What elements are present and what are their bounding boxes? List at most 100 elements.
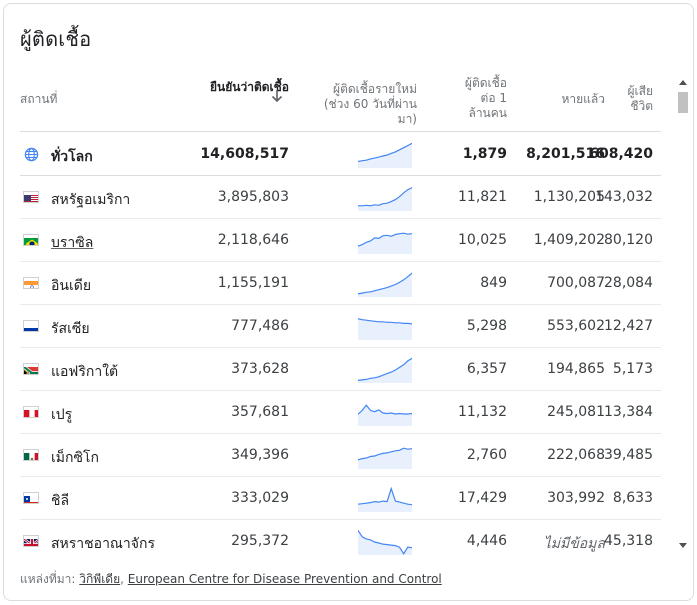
recovered-value: 8,201,516	[526, 146, 605, 162]
scroll-thumb[interactable]	[678, 92, 688, 113]
header-new-cases[interactable]: ผู้ติดเชื้อรายใหม่ (ช่วง 60 วันที่ผ่านมา…	[323, 82, 417, 126]
world-row[interactable]: ทั่วโลก 14,608,517 1,879 8,201,516 608,420	[20, 133, 661, 176]
confirmed-value: 2,118,646	[217, 232, 289, 248]
footer-prefix: แหล่งที่มา:	[20, 572, 80, 586]
header-per-million[interactable]: ผู้ติดเชื้อต่อ 1 ล้านคน	[464, 76, 507, 120]
scroll-up-arrow-icon[interactable]	[679, 80, 687, 85]
sort-arrow-down-icon[interactable]	[270, 88, 284, 104]
flag-gb-icon	[23, 535, 39, 547]
recovered-value: 222,068	[547, 447, 605, 463]
region-name: อินเดีย	[51, 278, 92, 294]
region-name: แอฟริกาใต้	[51, 364, 119, 380]
new-cases-sparkline	[357, 228, 413, 254]
deaths-value: 80,120	[604, 232, 653, 248]
recovered-value: 1,409,202	[533, 232, 605, 248]
confirmed-value: 1,155,191	[217, 275, 289, 291]
confirmed-value: 373,628	[231, 361, 289, 377]
deaths-value: 45,318	[604, 533, 653, 549]
per-million-value: 2,760	[466, 447, 507, 463]
per-million-value: 17,429	[458, 490, 507, 506]
new-cases-sparkline	[358, 185, 413, 211]
new-cases-sparkline	[357, 443, 413, 469]
flag-za-icon	[23, 363, 39, 375]
recovered-value: 194,865	[547, 361, 605, 377]
flag-ru-icon	[23, 320, 39, 332]
country-row[interactable]: สหราชอาณาจักร 295,372 4,446 ไม่มีข้อมูล 45,3…	[20, 520, 661, 556]
new-cases-sparkline	[357, 314, 413, 340]
region-name: เปรู	[51, 407, 73, 423]
source-footer: แหล่งที่มา: วิกิพีเดีย, European Centre …	[20, 570, 442, 589]
new-cases-sparkline	[357, 486, 413, 512]
country-row[interactable]: เปรู 357,681 11,132 245,081 13,384	[20, 391, 661, 434]
country-row[interactable]: เม็กซิโก 349,396 2,760 222,068 39,485	[20, 434, 661, 477]
new-cases-sparkline	[357, 271, 413, 297]
confirmed-value: 349,396	[231, 447, 289, 463]
table-header: สถานที่ ยืนยันว่าติดเชื้อ ผู้ติดเชื้อราย…	[20, 68, 661, 132]
deaths-value: 5,173	[612, 361, 653, 377]
header-region[interactable]: สถานที่	[20, 92, 58, 106]
deaths-value: 608,420	[589, 146, 653, 162]
header-recovered[interactable]: หายแล้ว	[561, 92, 605, 106]
country-row[interactable]: บราซิล 2,118,646 10,025 1,409,202 80,120	[20, 219, 661, 262]
per-million-value: 11,821	[458, 189, 507, 205]
per-million-value: 11,132	[458, 404, 507, 420]
region-name: เม็กซิโก	[51, 450, 99, 466]
country-row[interactable]: ชิลี 333,029 17,429 303,992 8,633	[20, 477, 661, 520]
flag-cl-icon	[23, 492, 39, 504]
header-confirmed[interactable]: ยืนยันว่าติดเชื้อ	[210, 80, 289, 94]
confirmed-value: 333,029	[231, 490, 289, 506]
confirmed-value: 777,486	[231, 318, 289, 334]
country-row[interactable]: อินเดีย 1,155,191 849 700,087 28,084	[20, 262, 661, 305]
source-link-ecdc[interactable]: European Centre for Disease Prevention a…	[127, 572, 442, 586]
per-million-value: 10,025	[458, 232, 507, 248]
source-link-wikipedia[interactable]: วิกิพีเดีย	[79, 572, 121, 586]
region-name[interactable]: บราซิล	[51, 235, 94, 251]
region-name: ชิลี	[51, 493, 70, 509]
per-million-value: 1,879	[462, 146, 507, 162]
cases-table[interactable]: สถานที่ ยืนยันว่าติดเชื้อ ผู้ติดเชื้อราย…	[20, 68, 661, 556]
confirmed-value: 357,681	[231, 404, 289, 420]
country-row[interactable]: สหรัฐอเมริกา 3,895,803 11,821 1,130,205 143,…	[20, 176, 661, 219]
flag-in-icon	[23, 277, 39, 289]
recovered-value: 303,992	[547, 490, 605, 506]
deaths-value: 8,633	[612, 490, 653, 506]
flag-mx-icon	[23, 449, 39, 461]
recovered-value: ไม่มีข้อมูล	[543, 536, 605, 552]
per-million-value: 4,446	[466, 533, 507, 549]
per-million-value: 5,298	[466, 318, 507, 334]
region-name: สหรัฐอเมริกา	[51, 192, 131, 208]
table-scrollbar[interactable]	[675, 74, 691, 556]
footer-separator: ,	[120, 572, 128, 586]
country-row[interactable]: รัสเซีย 777,486 5,298 553,602 12,427	[20, 305, 661, 348]
recovered-value: 553,602	[547, 318, 605, 334]
deaths-value: 13,384	[604, 404, 653, 420]
flag-br-icon	[23, 234, 39, 246]
scroll-down-arrow-icon[interactable]	[679, 543, 687, 548]
region-name: รัสเซีย	[51, 321, 90, 337]
new-cases-sparkline	[357, 400, 413, 426]
per-million-value: 849	[480, 275, 507, 291]
recovered-value: 1,130,205	[533, 189, 605, 205]
confirmed-value: 3,895,803	[217, 189, 289, 205]
deaths-value: 28,084	[604, 275, 653, 291]
new-cases-sparkline	[357, 529, 413, 555]
new-cases-sparkline	[357, 142, 413, 168]
flag-us-icon	[23, 191, 39, 203]
recovered-value: 245,081	[547, 404, 605, 420]
deaths-value: 39,485	[604, 447, 653, 463]
flag-pe-icon	[23, 406, 39, 418]
per-million-value: 6,357	[466, 361, 507, 377]
header-deaths[interactable]: ผู้เสียชีวิต	[627, 84, 654, 113]
recovered-value: 700,087	[547, 275, 605, 291]
deaths-value: 12,427	[604, 318, 653, 334]
cases-card: ผู้ติดเชื้อ สถานที่ ยืนยันว่าติดเชื้อ ผู…	[3, 3, 694, 601]
confirmed-value: 295,372	[231, 533, 289, 549]
globe-icon	[24, 147, 39, 162]
deaths-value: 143,032	[595, 189, 653, 205]
region-name: สหราชอาณาจักร	[51, 536, 155, 552]
card-title: ผู้ติดเชื้อ	[20, 27, 92, 51]
country-row[interactable]: แอฟริกาใต้ 373,628 6,357 194,865 5,173	[20, 348, 661, 391]
region-name: ทั่วโลก	[51, 149, 93, 165]
new-cases-sparkline	[357, 357, 413, 383]
confirmed-value: 14,608,517	[200, 146, 289, 162]
